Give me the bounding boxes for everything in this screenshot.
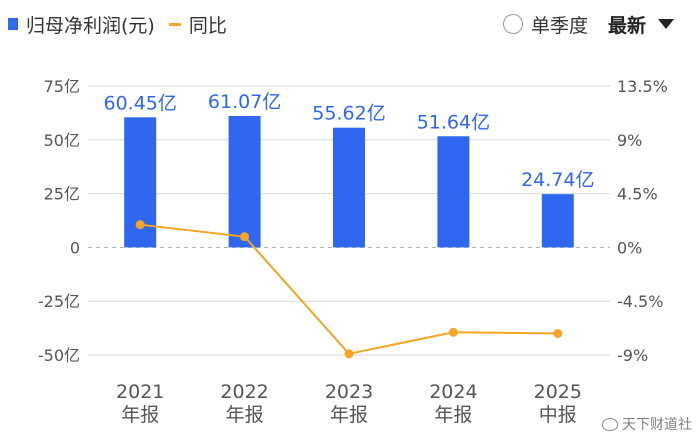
yoy-point	[448, 327, 458, 337]
yoy-point	[344, 349, 354, 359]
legend-label-yoy: 同比	[188, 14, 227, 37]
y-left-tick-label: 25亿	[44, 185, 80, 204]
caret-down-icon[interactable]	[658, 19, 674, 29]
x-tick-label-year: 2021	[116, 381, 164, 403]
x-tick-label-period: 中报	[539, 404, 577, 426]
chart-legend: 归母净利润(元) 同比	[8, 10, 227, 38]
bar	[541, 194, 574, 248]
y-right-tick-label: 13.5%	[617, 77, 668, 96]
legend-item-net-profit: 归母净利润(元)	[8, 11, 155, 38]
y-left-tick-label: 50亿	[44, 131, 80, 150]
y-left-tick-label: -25亿	[38, 292, 80, 311]
watermark-text: 天下财道社	[622, 417, 692, 433]
weibo-icon	[602, 417, 618, 431]
x-tick-label-period: 年报	[330, 404, 368, 426]
y-right-tick-label: 9%	[617, 131, 642, 150]
x-tick-label-year: 2023	[325, 381, 373, 403]
bar	[333, 127, 365, 248]
x-tick-label-period: 年报	[434, 404, 472, 426]
y-left-tick-label: -50亿	[38, 346, 80, 365]
chart-controls: 单季度 最新	[502, 10, 674, 38]
period-dropdown-label: 最新	[607, 14, 646, 37]
watermark: 天下财道社	[602, 414, 692, 434]
y-right-tick-label: -4.5%	[617, 292, 663, 311]
bar	[437, 136, 470, 248]
legend-line-swatch	[168, 22, 181, 26]
legend-bar-swatch	[8, 18, 18, 30]
single-quarter-label: 单季度	[530, 14, 588, 37]
single-quarter-radio[interactable]: 单季度	[502, 11, 588, 38]
x-tick-label-year: 2025	[534, 381, 582, 403]
bar-value-label: 24.74亿	[521, 169, 594, 191]
radio-circle-icon[interactable]	[502, 14, 523, 34]
period-dropdown[interactable]: 最新	[608, 11, 674, 38]
bar-value-label: 60.45亿	[103, 92, 176, 114]
y-right-tick-label: 4.5%	[617, 185, 658, 204]
y-right-tick-label: -9%	[617, 346, 648, 365]
yoy-point	[135, 220, 145, 230]
x-tick-label-period: 年报	[121, 404, 159, 426]
bar-value-label: 51.64亿	[417, 111, 490, 133]
x-tick-label-year: 2024	[429, 381, 477, 403]
yoy-point	[240, 232, 250, 242]
legend-label-net-profit: 归母净利润(元)	[26, 14, 155, 37]
bar	[228, 115, 261, 248]
bar-value-label: 55.62亿	[312, 103, 385, 125]
legend-item-yoy: 同比	[168, 11, 227, 38]
x-tick-label-year: 2022	[220, 381, 268, 403]
y-left-tick-label: 75亿	[44, 77, 80, 96]
bar-value-label: 61.07亿	[208, 91, 281, 113]
y-right-tick-label: 0%	[617, 238, 642, 257]
y-left-tick-label: 0	[70, 238, 80, 257]
yoy-point	[553, 328, 563, 338]
x-tick-label-period: 年报	[226, 404, 264, 426]
